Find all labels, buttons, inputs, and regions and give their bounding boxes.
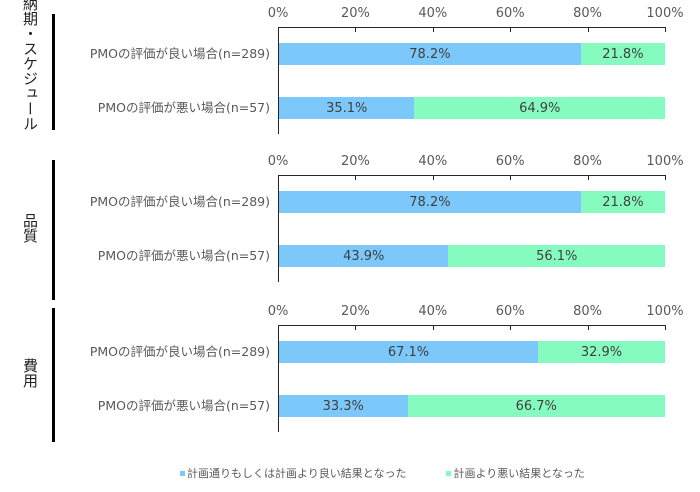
x-tick-mark	[665, 27, 666, 32]
category-label: PMOの評価が良い場合(n=289)	[89, 194, 270, 209]
x-tick-label: 80%	[573, 6, 603, 21]
bar-segment-good: 78.2%	[279, 43, 581, 65]
x-tick-label: 40%	[418, 304, 448, 319]
panel-0: 納期・スケジュール 0% 20% 40% 60% 80% 100% PMOの評価が良い場合(n…	[0, 0, 700, 148]
x-tick-label: 100%	[646, 6, 684, 21]
bar-segment-bad: 21.8%	[580, 43, 665, 65]
x-tick-label: 40%	[418, 6, 448, 21]
bar-segment-bad: 66.7%	[407, 395, 665, 417]
x-tick-label: 0%	[267, 304, 289, 319]
category-label: PMOの評価が良い場合(n=289)	[89, 344, 270, 359]
x-tick-label: 40%	[418, 154, 448, 169]
stacked-bar: 43.9% 56.1%	[279, 245, 665, 267]
x-axis-line	[278, 325, 665, 326]
x-tick-label: 60%	[495, 304, 525, 319]
group-bracket-line	[52, 308, 55, 442]
group-bracket-line	[52, 160, 55, 300]
x-tick-mark	[665, 175, 666, 180]
bar-segment-bad: 64.9%	[414, 97, 665, 119]
x-tick-mark	[510, 175, 512, 180]
x-tick-label: 80%	[573, 154, 603, 169]
stacked-bar: 78.2% 21.8%	[279, 43, 665, 65]
group-bracket-line	[52, 14, 55, 130]
group-label: 納期・スケジュール	[21, 0, 39, 131]
x-tick-mark	[432, 27, 434, 32]
x-axis-line	[278, 27, 665, 28]
x-axis-line	[278, 175, 665, 176]
y-axis-line	[278, 27, 279, 134]
x-tick-mark	[355, 175, 357, 180]
x-tick-label: 0%	[267, 154, 289, 169]
x-tick-label: 100%	[646, 304, 684, 319]
x-tick-label: 60%	[495, 6, 525, 21]
x-tick-mark	[355, 325, 357, 330]
x-tick-label: 0%	[267, 6, 289, 21]
category-label: PMOの評価が悪い場合(n=57)	[97, 248, 270, 263]
legend-item-bad: 計画より悪い結果となった	[446, 465, 585, 481]
bar-segment-bad: 56.1%	[448, 245, 665, 267]
category-label: PMOの評価が悪い場合(n=57)	[97, 398, 270, 413]
x-tick-mark	[587, 27, 589, 32]
y-axis-line	[278, 325, 279, 432]
legend-item-good: 計画通りもしくは計画より良い結果となった	[180, 465, 406, 481]
bar-segment-good: 43.9%	[279, 245, 449, 267]
x-tick-mark	[587, 175, 589, 180]
bar-segment-good: 78.2%	[279, 191, 581, 213]
x-tick-label: 20%	[340, 6, 370, 21]
category-label: PMOの評価が悪い場合(n=57)	[97, 100, 270, 115]
x-tick-mark	[510, 27, 512, 32]
panel-2: 費用 0% 20% 40% 60% 80% 100% PMOの評価が良い場合(n=289) 67…	[0, 298, 700, 446]
bar-segment-good: 67.1%	[279, 341, 538, 363]
x-tick-mark	[665, 325, 666, 330]
stacked-bar: 78.2% 21.8%	[279, 191, 665, 213]
x-tick-label: 80%	[573, 304, 603, 319]
group-label: 品質	[21, 213, 39, 243]
y-axis-line	[278, 175, 279, 282]
legend-swatch-good	[180, 470, 185, 476]
bar-segment-good: 35.1%	[279, 97, 415, 119]
bar-segment-bad: 32.9%	[538, 341, 665, 363]
x-tick-mark	[432, 325, 434, 330]
stacked-bar: 67.1% 32.9%	[279, 341, 665, 363]
bar-segment-good: 33.3%	[279, 395, 408, 417]
stacked-bar: 35.1% 64.9%	[279, 97, 665, 119]
stacked-bar: 33.3% 66.7%	[279, 395, 665, 417]
panel-1: 品質 0% 20% 40% 60% 80% 100% PMOの評価が良い場合(n=289) 78…	[0, 148, 700, 300]
legend-swatch-bad	[446, 470, 452, 476]
x-tick-mark	[355, 27, 357, 32]
x-tick-mark	[432, 175, 434, 180]
x-tick-label: 20%	[340, 154, 370, 169]
bar-segment-bad: 21.8%	[580, 191, 665, 213]
x-tick-label: 100%	[646, 154, 684, 169]
x-tick-label: 20%	[340, 304, 370, 319]
legend: 計画通りもしくは計画より良い結果となった 計画より悪い結果となった	[180, 465, 585, 481]
x-tick-mark	[510, 325, 512, 330]
legend-label-good: 計画通りもしくは計画より良い結果となった	[187, 467, 407, 480]
x-tick-mark	[587, 325, 589, 330]
category-label: PMOの評価が良い場合(n=289)	[89, 46, 270, 61]
legend-label-bad: 計画より悪い結果となった	[453, 467, 585, 480]
x-tick-label: 60%	[495, 154, 525, 169]
group-label: 費用	[21, 358, 39, 388]
